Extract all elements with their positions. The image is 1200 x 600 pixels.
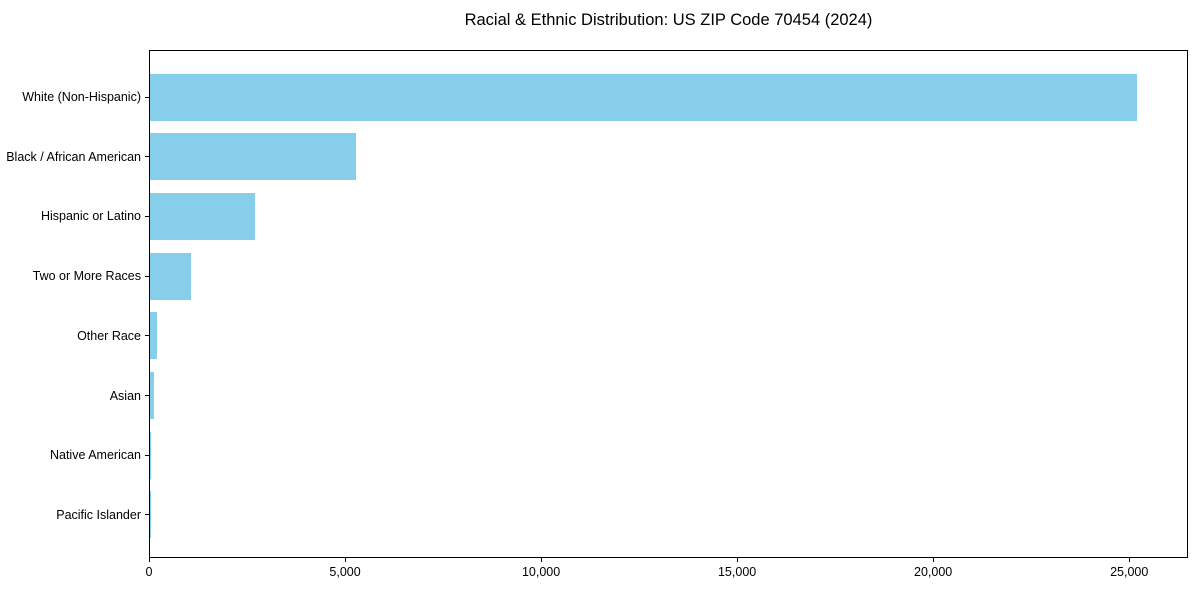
x-tick-mark <box>932 558 934 562</box>
y-tick-label: White (Non-Hispanic) <box>22 90 141 104</box>
y-tick-mark <box>145 156 149 158</box>
bar <box>150 312 158 360</box>
y-tick-label: Native American <box>49 448 141 463</box>
y-tick-mark <box>145 395 149 397</box>
y-tick-label: Other Race <box>77 328 141 343</box>
bar <box>150 431 151 479</box>
y-tick-label: Pacific Islander <box>56 507 141 522</box>
x-tick-label: 25,000 <box>1110 565 1149 579</box>
x-tick-label: 0 <box>145 565 153 579</box>
x-tick-mark <box>148 558 150 562</box>
x-tick-mark <box>736 558 738 562</box>
x-tick-mark <box>1128 558 1130 562</box>
y-tick-mark <box>145 514 149 516</box>
x-tick-label: 5,000 <box>329 565 361 579</box>
bar <box>150 73 1138 121</box>
x-tick-mark <box>540 558 542 562</box>
plot-area <box>149 50 1188 558</box>
bar <box>150 192 256 240</box>
y-tick-label: Hispanic or Latino <box>40 209 141 224</box>
bar <box>150 133 356 181</box>
y-tick-label: Two or More Races <box>32 269 141 284</box>
y-tick-mark <box>145 215 149 217</box>
x-tick-label: 15,000 <box>717 565 757 579</box>
bar <box>150 252 192 300</box>
bar <box>150 372 155 420</box>
x-tick-label: 10,000 <box>521 565 561 579</box>
y-tick-mark <box>145 335 149 337</box>
x-tick-label: 20,000 <box>914 565 953 579</box>
y-tick-label: Black / African American <box>6 149 141 164</box>
chart-title: Racial & Ethnic Distribution: US ZIP Cod… <box>464 11 873 29</box>
y-tick-mark <box>145 275 149 277</box>
y-tick-mark <box>145 454 149 456</box>
x-tick-mark <box>344 558 346 562</box>
y-tick-mark <box>145 96 149 98</box>
y-tick-label: Asian <box>109 388 141 403</box>
